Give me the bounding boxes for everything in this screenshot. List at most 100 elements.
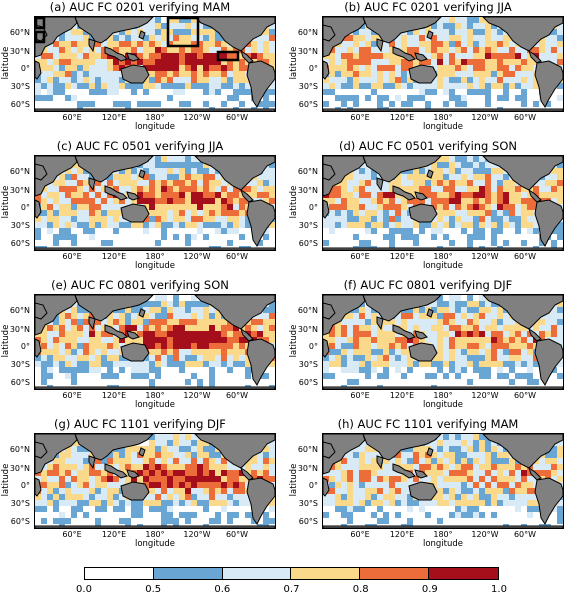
auc-cell [461, 41, 467, 47]
auc-cell [113, 35, 119, 41]
auc-cell [203, 301, 209, 307]
auc-cell [401, 59, 407, 65]
auc-cell [521, 234, 527, 240]
auc-cell [167, 41, 173, 47]
auc-cell [173, 174, 179, 180]
auc-cell [143, 355, 149, 361]
auc-cell [407, 234, 413, 240]
auc-cell [503, 210, 509, 216]
auc-cell [89, 83, 95, 89]
auc-cell [341, 53, 347, 59]
auc-cell [167, 518, 173, 524]
auc-cell [521, 95, 527, 101]
auc-cell [353, 240, 359, 246]
auc-cell [431, 301, 437, 307]
auc-cell [95, 41, 101, 47]
auc-cell [221, 367, 227, 373]
auc-cell [107, 470, 113, 476]
auc-cell [167, 452, 173, 458]
auc-cell [41, 65, 47, 71]
auc-cell [557, 23, 563, 29]
x-axis-label: longitude [134, 539, 176, 549]
auc-cell [503, 65, 509, 71]
auc-cell [419, 325, 425, 331]
auc-cell [365, 373, 371, 379]
auc-cell [95, 494, 101, 500]
auc-cell [179, 89, 185, 95]
auc-cell [485, 464, 491, 470]
auc-cell [497, 379, 503, 385]
auc-cell [155, 41, 161, 47]
land-mass [126, 191, 140, 201]
auc-cell [155, 101, 161, 107]
auc-cell [455, 59, 461, 65]
auc-cell [347, 210, 353, 216]
auc-cell [431, 53, 437, 59]
auc-cell [101, 192, 107, 198]
auc-cell [179, 168, 185, 174]
auc-cell [359, 77, 365, 83]
auc-cell [383, 319, 389, 325]
auc-cell [59, 379, 65, 385]
auc-cell [335, 77, 341, 83]
auc-cell [83, 222, 89, 228]
auc-cell [503, 240, 509, 246]
auc-cell [77, 446, 83, 452]
auc-cell [179, 77, 185, 83]
auc-cell [515, 186, 521, 192]
auc-cell [449, 361, 455, 367]
auc-cell [59, 41, 65, 47]
auc-cell [143, 186, 149, 192]
auc-cell [119, 319, 125, 325]
auc-cell [215, 89, 221, 95]
auc-cell [77, 210, 83, 216]
auc-cell [233, 494, 239, 500]
auc-cell [521, 59, 527, 65]
auc-cell [245, 89, 251, 95]
auc-cell [65, 222, 71, 228]
auc-cell [83, 65, 89, 71]
auc-cell [377, 204, 383, 210]
auc-cell [245, 506, 251, 512]
auc-cell [443, 59, 449, 65]
auc-cell [149, 234, 155, 240]
auc-cell [443, 95, 449, 101]
auc-cell [467, 343, 473, 349]
auc-cell [551, 41, 557, 47]
auc-cell [443, 343, 449, 349]
auc-cell [335, 331, 341, 337]
auc-cell [161, 434, 167, 440]
auc-cell [227, 373, 233, 379]
auc-cell [113, 512, 119, 518]
auc-cell [161, 71, 167, 77]
auc-cell [545, 319, 551, 325]
auc-cell [413, 319, 419, 325]
auc-cell [65, 240, 71, 246]
auc-cell [47, 373, 53, 379]
auc-cell [443, 464, 449, 470]
auc-cell [413, 222, 419, 228]
auc-cell [209, 512, 215, 518]
auc-cell [209, 180, 215, 186]
auc-cell [413, 41, 419, 47]
auc-cell [161, 83, 167, 89]
auc-cell [155, 53, 161, 59]
auc-cell [449, 192, 455, 198]
auc-cell [125, 325, 131, 331]
auc-cell [467, 101, 473, 107]
auc-cell [149, 482, 155, 488]
auc-cell [371, 331, 377, 337]
auc-cell [431, 452, 437, 458]
auc-cell [35, 373, 41, 379]
auc-cell [125, 222, 131, 228]
auc-cell [473, 325, 479, 331]
auc-cell [365, 331, 371, 337]
auc-cell [557, 59, 563, 65]
auc-cell [407, 204, 413, 210]
auc-cell [335, 192, 341, 198]
auc-cell [341, 240, 347, 246]
auc-cell [215, 95, 221, 101]
auc-cell [89, 476, 95, 482]
auc-cell [455, 343, 461, 349]
auc-cell [395, 59, 401, 65]
